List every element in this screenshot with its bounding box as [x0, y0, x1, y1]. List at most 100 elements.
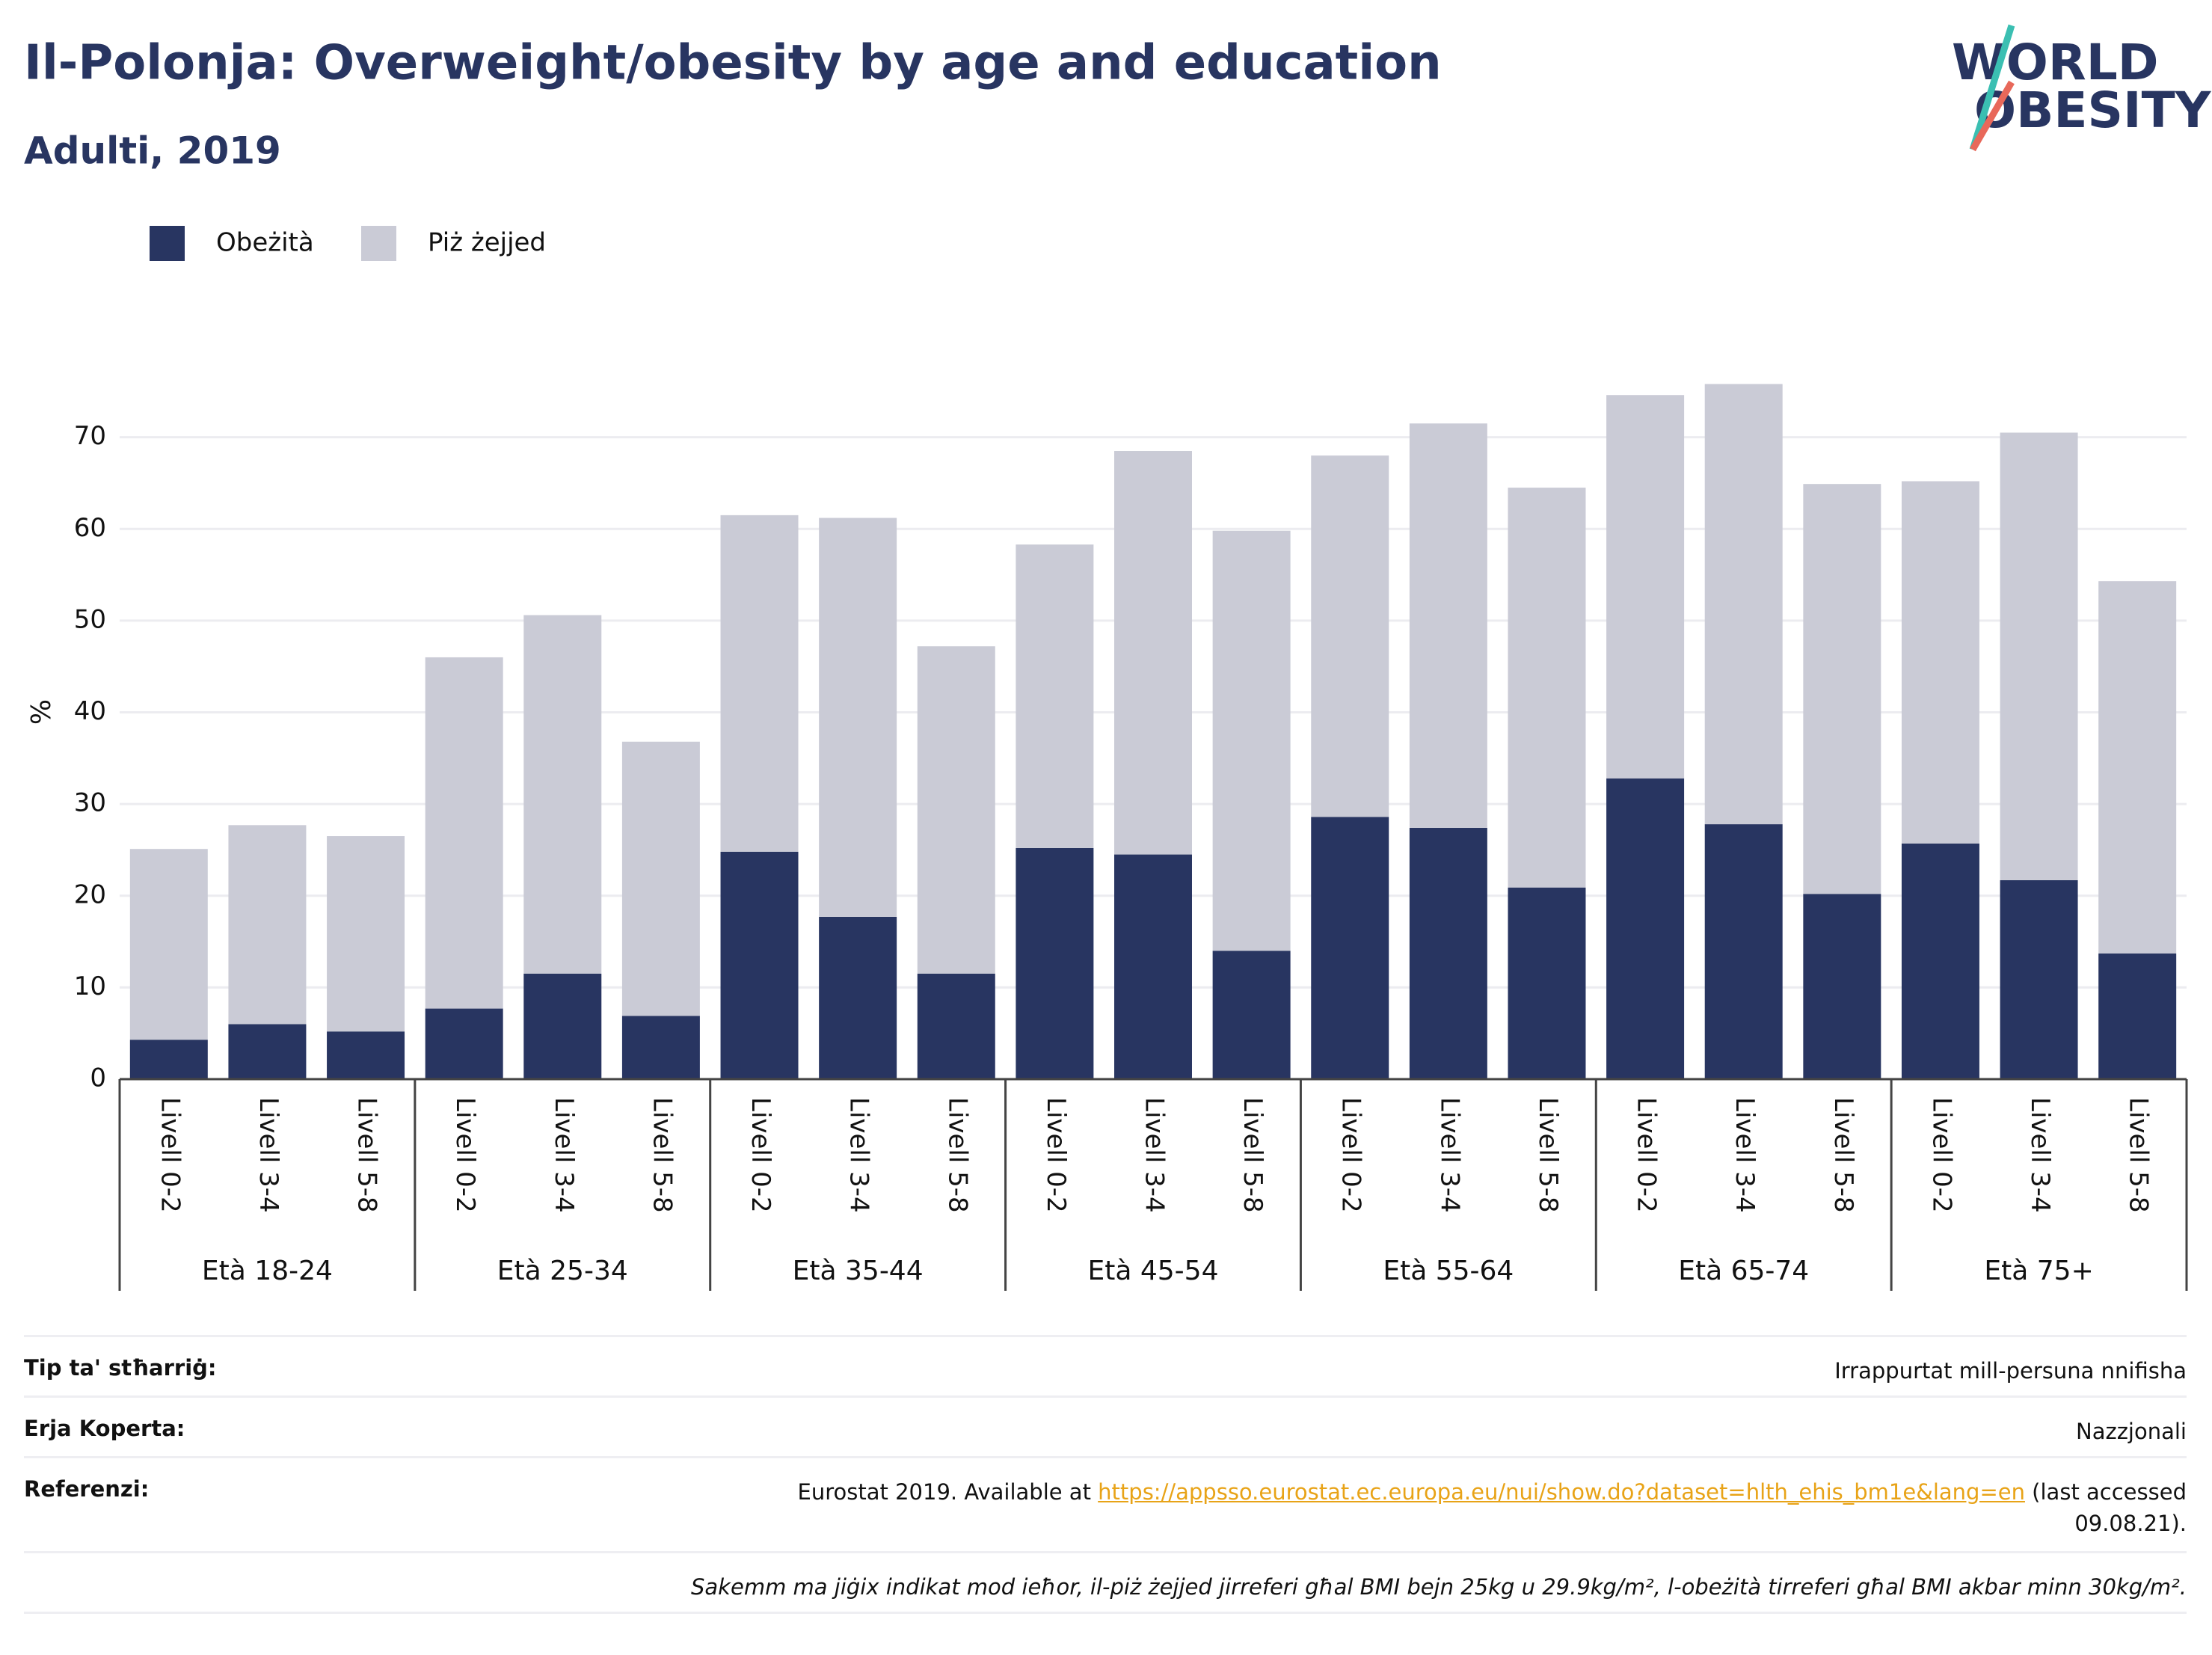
rule — [24, 1395, 2187, 1398]
bar-segment — [1901, 843, 1979, 1079]
group-label: Età 35-44 — [793, 1256, 924, 1286]
footer-key: Erja Koperta: — [24, 1416, 185, 1441]
bar-segment — [1311, 455, 1389, 817]
y-tick-label: 0 — [90, 1063, 106, 1093]
group-label: Età 75+ — [1984, 1256, 2093, 1286]
x-tick-label: Livell 0-2 — [1041, 1097, 1071, 1213]
bar-segment — [2000, 432, 2078, 880]
bar-segment — [720, 851, 799, 1079]
footer-row: Sakemm ma jiġix indikat mod ieħor, il-pi… — [24, 1571, 2187, 1603]
bar-segment — [917, 646, 995, 974]
bar-segment — [129, 849, 208, 1040]
bar-segment — [327, 1031, 405, 1079]
bar-segment — [1409, 828, 1487, 1079]
bar-segment — [1114, 854, 1192, 1079]
bar-segment — [523, 973, 602, 1079]
footer-key: Tip ta' stħarriġ: — [24, 1355, 217, 1381]
ref-link[interactable]: https://appsso.eurostat.ec.europa.eu/nui… — [1098, 1479, 2025, 1505]
x-tick-label: Livell 3-4 — [1140, 1097, 1170, 1213]
chart: Il-Polonja: Overweight/obesity by age an… — [24, 24, 2212, 1291]
bar-segment — [1212, 530, 1291, 951]
y-tick-label: 30 — [74, 788, 106, 818]
ref-text: (last accessed 09.08.21). — [2024, 1479, 2187, 1536]
x-tick-label: Livell 5-8 — [942, 1097, 972, 1213]
bar-segment — [1114, 451, 1192, 855]
y-tick-label: 10 — [74, 971, 106, 1001]
logo-text: WORLD — [1952, 34, 2159, 91]
bar-segment — [425, 657, 503, 1009]
x-tick-label: Livell 5-8 — [647, 1097, 677, 1213]
legend-swatch — [361, 226, 396, 261]
y-tick-label: 50 — [74, 604, 106, 634]
bar-segment — [720, 515, 799, 852]
legend-swatch — [150, 226, 185, 261]
x-tick-label: Livell 3-4 — [549, 1097, 579, 1213]
y-axis-label: % — [26, 699, 57, 725]
x-tick-label: Livell 5-8 — [352, 1097, 382, 1213]
bar-segment — [1606, 395, 1685, 779]
legend-label: Obeżità — [216, 228, 314, 258]
bar-segment — [2000, 879, 2078, 1079]
bar-segment — [1508, 887, 1586, 1079]
x-tick-label: Livell 5-8 — [1238, 1097, 1268, 1213]
bar-segment — [523, 615, 602, 974]
chart-title: Il-Polonja: Overweight/obesity by age an… — [24, 36, 1442, 91]
bar-segment — [1409, 423, 1487, 829]
footer-row: Erja Koperta: Nazzjonali — [24, 1416, 2187, 1447]
x-tick-label: Livell 3-4 — [254, 1097, 283, 1213]
group-label: Età 65-74 — [1678, 1256, 1809, 1286]
bar-segment — [621, 1016, 700, 1079]
y-tick-label: 70 — [74, 421, 106, 451]
rule — [24, 1335, 2187, 1337]
x-tick-label: Livell 5-8 — [1533, 1097, 1563, 1213]
group-label: Età 45-54 — [1088, 1256, 1219, 1286]
rule — [24, 1456, 2187, 1458]
x-tick-label: Livell 0-2 — [1336, 1097, 1366, 1213]
bar-segment — [1803, 894, 1881, 1079]
bar-segment — [425, 1008, 503, 1079]
footer-row: Referenzi: Eurostat 2019. Available at ht… — [24, 1476, 2187, 1539]
bar-segment — [1901, 481, 1979, 844]
logo-slash — [1969, 24, 2015, 151]
legend-label: Piż żejjed — [428, 228, 546, 258]
footer-value: Irrappurtat mill-persuna nnifisha — [1834, 1358, 2187, 1384]
footer-value: Eurostat 2019. Available at https://apps… — [691, 1476, 2187, 1539]
footer-value: Nazzjonali — [2076, 1419, 2187, 1444]
bar-segment — [129, 1040, 208, 1079]
group-label: Età 55-64 — [1383, 1256, 1514, 1286]
group-label: Età 25-34 — [497, 1256, 628, 1286]
footer-key: Referenzi: — [24, 1476, 150, 1502]
bar-segment — [1016, 544, 1094, 848]
x-tick-label: Livell 0-2 — [450, 1097, 480, 1213]
bar-segment — [621, 741, 700, 1016]
x-tick-label: Livell 5-8 — [1828, 1097, 1858, 1213]
footer-note: Sakemm ma jiġix indikat mod ieħor, il-pi… — [691, 1574, 2187, 1600]
bar-segment — [1606, 778, 1685, 1079]
y-tick-label: 40 — [74, 696, 106, 726]
bar-segment — [2098, 954, 2177, 1079]
bar-segment — [327, 836, 405, 1032]
x-tick-label: Livell 3-4 — [2025, 1097, 2055, 1213]
x-tick-label: Livell 3-4 — [1434, 1097, 1464, 1213]
chart-subtitle: Adulti, 2019 — [24, 129, 281, 173]
x-tick-label: Livell 0-2 — [1632, 1097, 1662, 1213]
x-tick-label: Livell 3-4 — [844, 1097, 874, 1213]
y-tick-label: 20 — [74, 879, 106, 909]
bar-segment — [1508, 488, 1586, 888]
bar-segment — [228, 1024, 307, 1079]
bar-segment — [1803, 484, 1881, 894]
bar-segment — [1311, 817, 1389, 1079]
bar-segment — [819, 916, 897, 1079]
rule — [24, 1551, 2187, 1553]
bar-segment — [2098, 581, 2177, 954]
bar-segment — [1704, 824, 1783, 1079]
group-label: Età 18-24 — [202, 1256, 333, 1286]
x-tick-label: Livell 3-4 — [1730, 1097, 1760, 1213]
x-tick-label: Livell 0-2 — [746, 1097, 775, 1213]
logo-text: OBESITY — [1974, 82, 2212, 139]
rule — [24, 1612, 2187, 1614]
logo-slash — [1970, 80, 2015, 152]
bar-segment — [1212, 951, 1291, 1079]
bar-segment — [819, 518, 897, 917]
